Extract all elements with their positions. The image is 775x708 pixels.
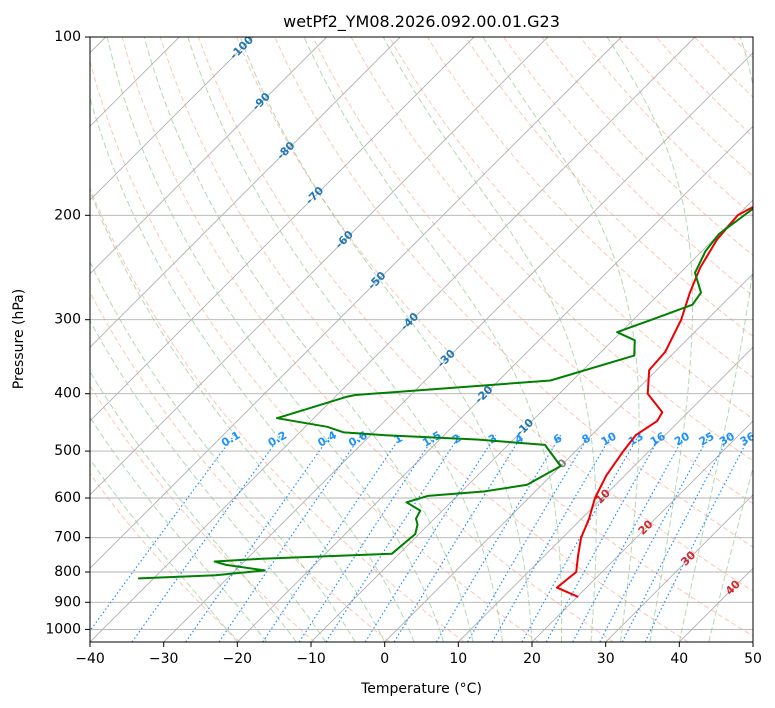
isotherm-line bbox=[90, 37, 328, 275]
x-tick-label: −10 bbox=[296, 651, 326, 667]
isotherm-line bbox=[605, 494, 753, 642]
x-tick-label: 10 bbox=[449, 651, 467, 667]
profiles bbox=[137, 205, 753, 598]
dry-adiabat bbox=[121, 37, 614, 642]
mixing-ratio-line bbox=[393, 434, 523, 642]
background-lines bbox=[90, 37, 775, 642]
isotherm-line bbox=[384, 273, 753, 642]
x-tick-label: 0 bbox=[380, 651, 389, 667]
y-tick-label: 400 bbox=[54, 386, 81, 402]
mixing-ratio-line bbox=[185, 434, 332, 642]
y-tick-label: 200 bbox=[54, 207, 81, 223]
dry-adiabat bbox=[274, 37, 753, 548]
x-tick-label: −40 bbox=[75, 651, 105, 667]
mixing-ratio-label: 36 bbox=[738, 429, 758, 448]
y-tick-label: 1000 bbox=[45, 621, 81, 637]
y-tick-label: 500 bbox=[54, 443, 81, 459]
mixing-ratio-line bbox=[545, 434, 662, 642]
moist-adiabat bbox=[303, 37, 563, 642]
moist-adiabat bbox=[90, 189, 386, 642]
dry-adiabat bbox=[90, 59, 540, 642]
isotherm-line bbox=[90, 37, 622, 569]
temperature-profile-line bbox=[555, 205, 753, 598]
mixing-ratio-line bbox=[466, 434, 590, 642]
x-tick-label: 40 bbox=[670, 651, 688, 667]
isotherm-line bbox=[310, 199, 753, 642]
mixing-ratio-line bbox=[572, 434, 686, 642]
isotherm-line bbox=[90, 37, 549, 496]
y-tick-label: 300 bbox=[54, 312, 81, 328]
moist-adiabat bbox=[90, 458, 238, 642]
moist-adiabat bbox=[606, 37, 693, 642]
x-tick-label: −30 bbox=[149, 651, 179, 667]
dewpoint-profile-line bbox=[137, 207, 753, 580]
mixing-ratio-line bbox=[621, 434, 731, 642]
dry-adiabat bbox=[771, 37, 775, 642]
x-tick-label: 50 bbox=[744, 651, 762, 667]
x-tick-label: 30 bbox=[597, 651, 615, 667]
dry-adiabat bbox=[426, 37, 753, 379]
isotherm-line bbox=[90, 37, 475, 422]
x-axis: −40 −30 −20 −10 0 10 20 30 40 50 bbox=[75, 642, 762, 667]
y-tick-label: 700 bbox=[54, 530, 81, 546]
mixing-ratio-line bbox=[364, 434, 497, 642]
moist-adiabat bbox=[143, 37, 474, 642]
isotherm-line bbox=[236, 125, 753, 642]
dry-adiabat bbox=[541, 37, 753, 257]
moist-adiabat bbox=[90, 370, 297, 642]
y-tick-label: 600 bbox=[54, 490, 81, 506]
dry-adiabat bbox=[159, 37, 689, 642]
y-tick-label: 900 bbox=[54, 594, 81, 610]
y-tick-label: 800 bbox=[54, 564, 81, 580]
y-tick-label: 100 bbox=[54, 29, 81, 45]
isotherm-line bbox=[163, 52, 753, 642]
y-axis-label: Pressure (hPa) bbox=[11, 289, 27, 389]
chart-title: wetPf2_YM08.2026.092.00.01.G23 bbox=[283, 12, 560, 32]
dry-adiabat bbox=[90, 384, 316, 642]
isotherm-line bbox=[752, 641, 753, 642]
moist-adiabat bbox=[482, 37, 640, 642]
mixing-ratio-line bbox=[644, 434, 751, 642]
y-axis: 100 200 300 400 500 600 700 800 900 1000 bbox=[45, 29, 90, 637]
dry-adiabat bbox=[388, 37, 753, 420]
plot-frame bbox=[89, 36, 754, 643]
dry-adiabat bbox=[198, 37, 753, 637]
dry-adiabat bbox=[617, 37, 753, 177]
x-tick-label: −20 bbox=[223, 651, 253, 667]
moist-adiabat bbox=[106, 37, 445, 642]
moist-adiabat bbox=[382, 37, 597, 642]
isotherm-line bbox=[90, 37, 254, 201]
dry-adiabat bbox=[90, 186, 465, 642]
mixing-ratio-line bbox=[491, 434, 613, 642]
dry-adiabat bbox=[312, 37, 753, 505]
isotherm-line bbox=[90, 37, 696, 642]
mixing-ratio-line bbox=[90, 434, 235, 632]
moist-adiabat bbox=[239, 37, 533, 642]
mixing-ratio-line bbox=[521, 434, 640, 642]
x-tick-label: 20 bbox=[523, 651, 541, 667]
x-axis-label: Temperature (°C) bbox=[360, 681, 482, 697]
isotherm-line bbox=[531, 420, 753, 642]
dry-adiabat bbox=[90, 291, 390, 642]
dry-adiabat bbox=[465, 37, 753, 337]
dry-adiabat bbox=[90, 472, 241, 642]
dry-adiabat bbox=[579, 37, 753, 217]
plot-area-background bbox=[90, 37, 753, 642]
moist-adiabat bbox=[90, 260, 356, 642]
moist-adiabat bbox=[90, 416, 268, 642]
moist-adiabat bbox=[187, 37, 503, 642]
moist-adiabat bbox=[678, 37, 753, 642]
dry-adiabat bbox=[236, 37, 753, 592]
mixing-ratio-line bbox=[325, 434, 461, 642]
isotherm-line bbox=[90, 37, 401, 348]
isotherm-line bbox=[457, 346, 753, 642]
